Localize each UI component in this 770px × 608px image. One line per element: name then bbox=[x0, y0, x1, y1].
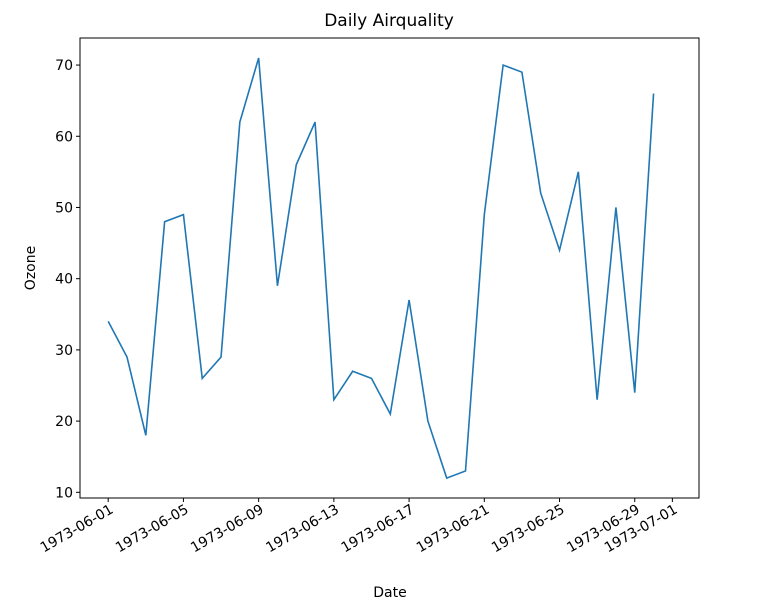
x-tick-label: 1973-06-21 bbox=[414, 502, 492, 557]
x-tick-label: 1973-06-13 bbox=[263, 502, 341, 557]
y-tick-label: 50 bbox=[55, 200, 73, 216]
y-tick-label: 20 bbox=[55, 414, 73, 430]
data-line bbox=[107, 57, 655, 480]
plot-frame bbox=[79, 37, 700, 499]
x-tick-label: 1973-06-01 bbox=[38, 502, 116, 557]
x-axis-label: Date bbox=[373, 585, 406, 601]
y-tick-label: 40 bbox=[55, 272, 73, 288]
x-tick-label: 1973-06-09 bbox=[188, 502, 266, 557]
y-tick-label: 10 bbox=[55, 485, 73, 501]
x-tick-label: 1973-06-25 bbox=[489, 502, 567, 557]
y-axis-label: Ozone bbox=[23, 246, 39, 290]
chart-title: Daily Airquality bbox=[324, 11, 454, 31]
y-tick-label: 60 bbox=[55, 129, 73, 145]
x-tick-label: 1973-06-17 bbox=[339, 502, 417, 557]
x-tick-label: 1973-06-05 bbox=[113, 502, 191, 557]
y-tick-label: 30 bbox=[55, 343, 73, 359]
y-tick-label: 70 bbox=[55, 58, 73, 74]
